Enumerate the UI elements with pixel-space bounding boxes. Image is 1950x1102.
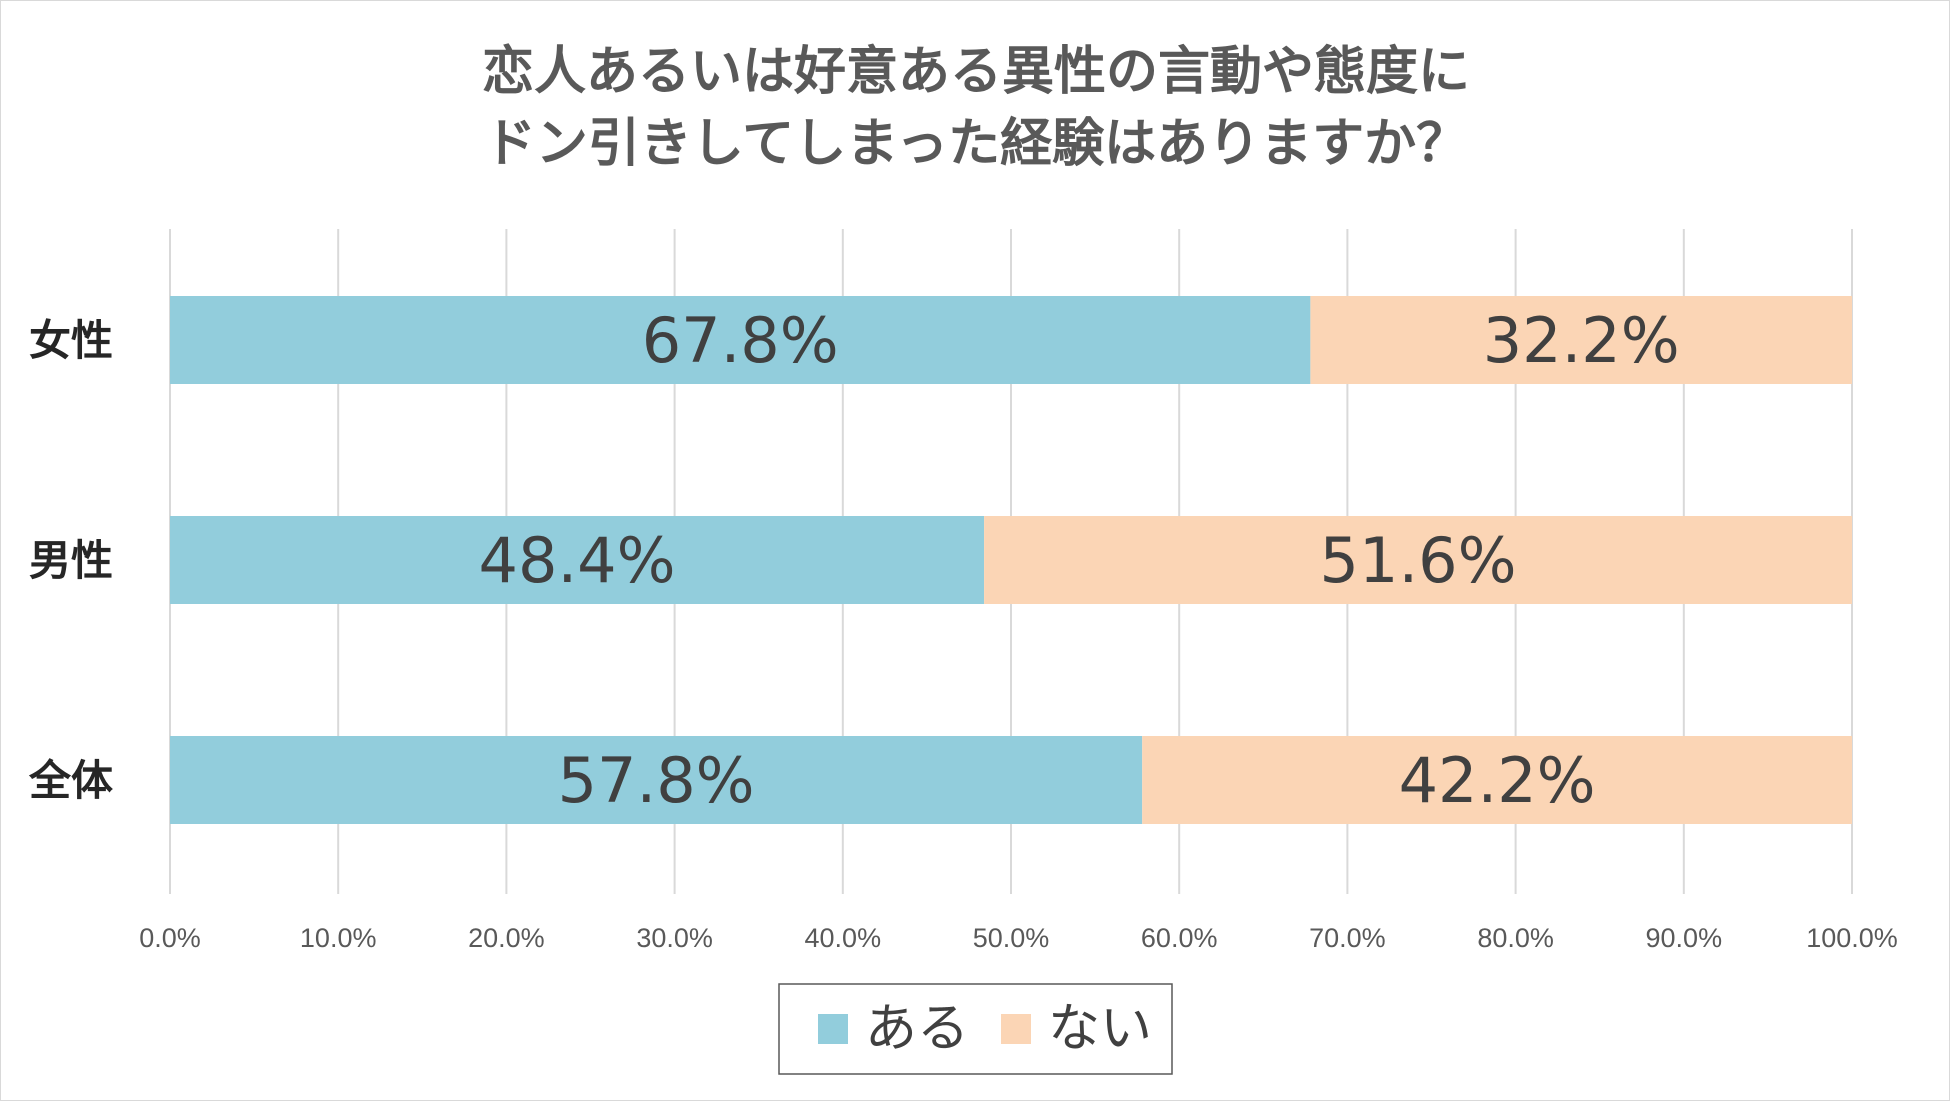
data-label: 32.2%	[1483, 304, 1680, 377]
x-tick-label: 0.0%	[139, 923, 201, 953]
x-tick-label: 40.0%	[805, 923, 882, 953]
bars	[170, 296, 1852, 824]
bar-nai	[984, 516, 1852, 604]
data-labels: 67.8% 32.2% 48.4% 51.6% 57.8% 42.2%	[479, 304, 1680, 817]
category-label: 全体	[28, 756, 113, 805]
data-label: 51.6%	[1320, 524, 1517, 597]
legend-label-aru: ある	[865, 999, 969, 1059]
bar-nai	[1310, 296, 1852, 384]
data-label: 48.4%	[479, 524, 676, 597]
bar-aru	[170, 516, 985, 604]
x-tick-label: 70.0%	[1309, 923, 1386, 953]
chart-title-line-2: ドン引きしてしまった経験はありますか？	[484, 114, 1468, 174]
category-label: 男性	[29, 536, 113, 585]
x-tick-label: 50.0%	[973, 923, 1050, 953]
chart-title: 恋人あるいは好意ある異性の言動や態度に ドン引きしてしまった経験はありますか？	[482, 42, 1470, 174]
bar-nai	[1142, 736, 1852, 824]
x-tick-label: 90.0%	[1646, 923, 1723, 953]
x-tick-label: 10.0%	[300, 923, 377, 953]
x-axis-tick-labels: 0.0% 10.0% 20.0% 30.0% 40.0% 50.0% 60.0% 70.0% 8…	[139, 923, 1898, 953]
legend: ある ない	[778, 983, 1173, 1075]
data-label: 42.2%	[1399, 744, 1596, 817]
category-label: 女性	[29, 316, 113, 365]
x-tick-label: 30.0%	[636, 923, 713, 953]
data-label: 67.8%	[642, 304, 839, 377]
bar-aru	[170, 736, 1143, 824]
data-label: 57.8%	[558, 744, 755, 817]
chart-title-line-1: 恋人あるいは好意ある異性の言動や態度に	[482, 42, 1470, 102]
bar-aru	[170, 296, 1311, 384]
legend-swatch-nai	[1001, 1014, 1031, 1044]
x-tick-label: 60.0%	[1141, 923, 1218, 953]
x-tick-label: 80.0%	[1477, 923, 1554, 953]
legend-swatch-aru	[818, 1014, 848, 1044]
x-tick-label: 20.0%	[468, 923, 545, 953]
x-tick-label: 100.0%	[1806, 923, 1898, 953]
legend-label-nai: ない	[1048, 999, 1152, 1059]
